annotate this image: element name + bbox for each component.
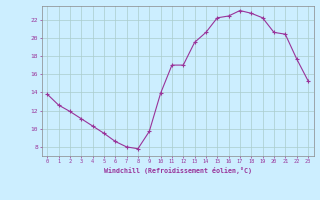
X-axis label: Windchill (Refroidissement éolien,°C): Windchill (Refroidissement éolien,°C)	[104, 167, 252, 174]
